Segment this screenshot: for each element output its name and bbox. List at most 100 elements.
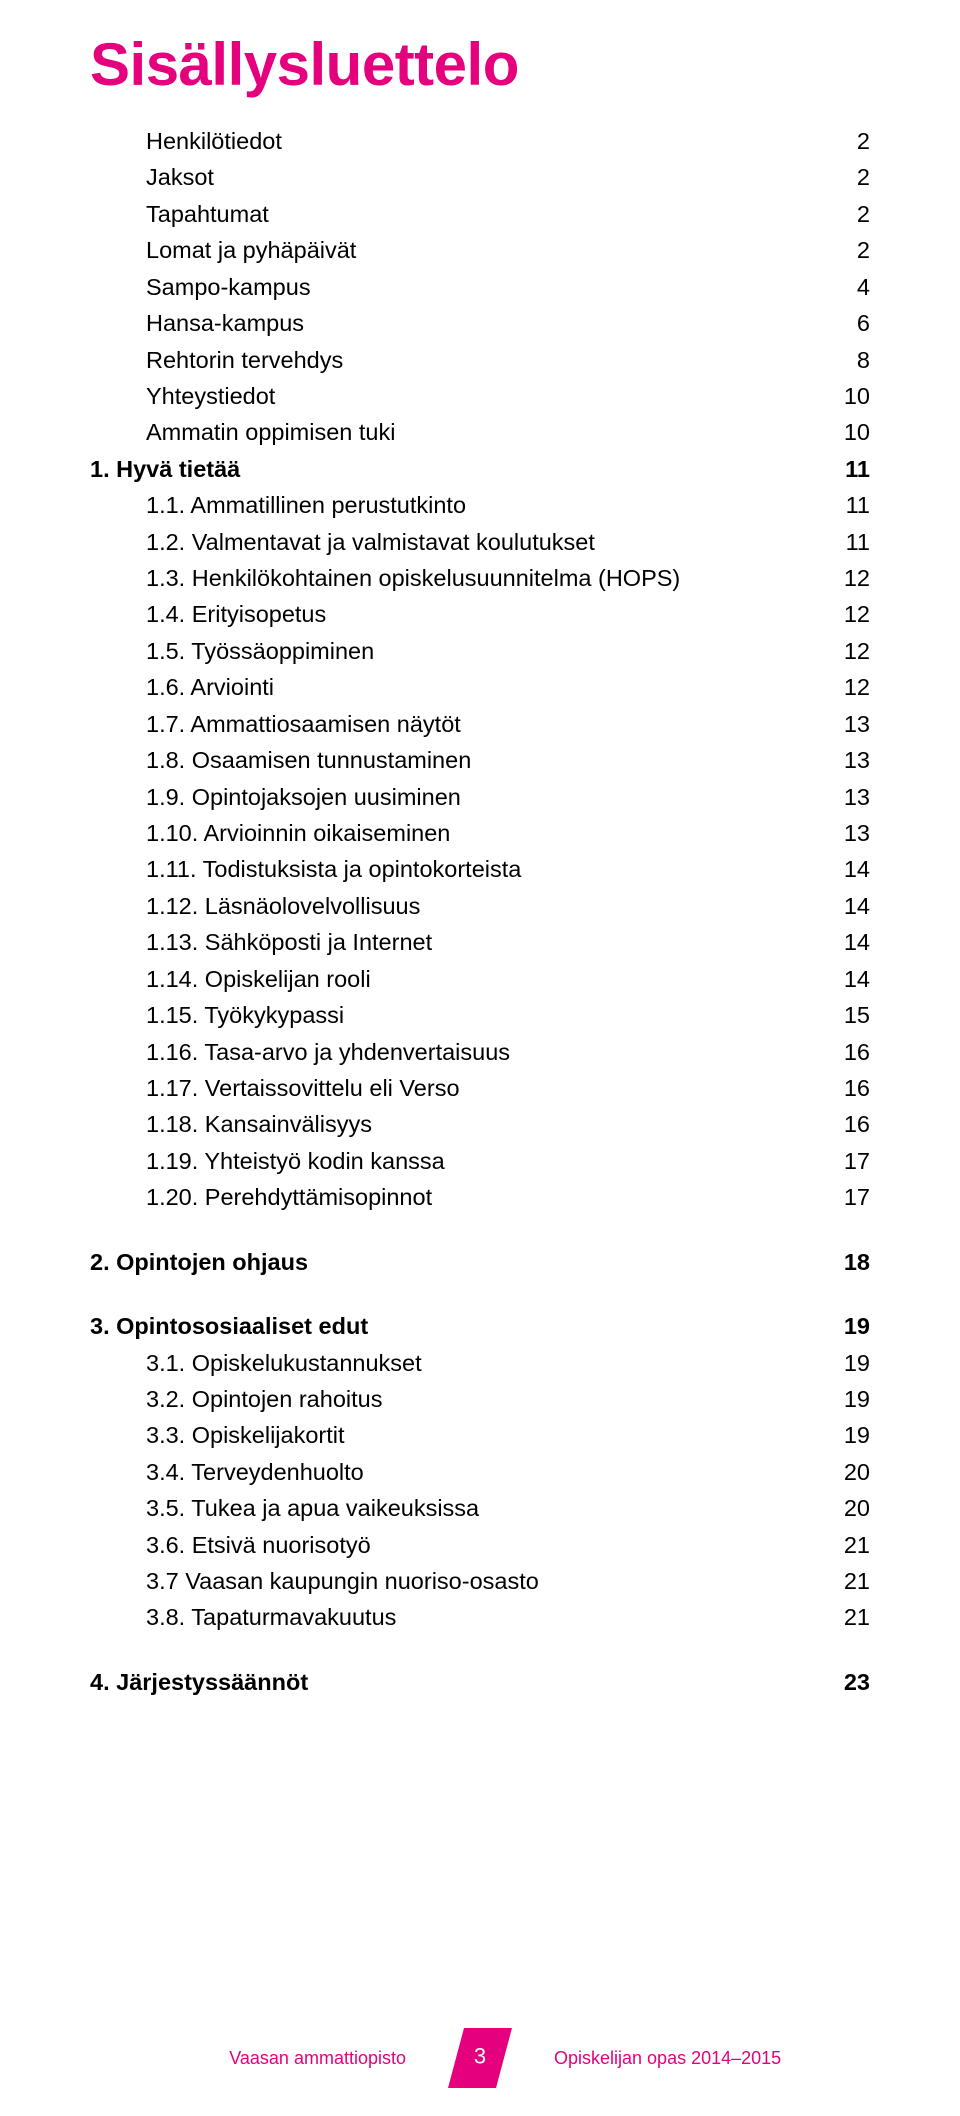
footer-page-badge: 3 [446, 2024, 514, 2092]
toc-label: 1.6. Arviointi [146, 669, 274, 705]
toc-entry: 3.1. Opiskelukustannukset 19 [90, 1345, 870, 1381]
toc-entry: 1.4. Erityisopetus12 [90, 596, 870, 632]
toc-entry: 1. Hyvä tietää11 [90, 451, 870, 487]
toc-label: 3.5. Tukea ja apua vaikeuksissa [146, 1490, 479, 1526]
toc-page-number: 19 [844, 1345, 870, 1381]
toc-label: 1.8. Osaamisen tunnustaminen [146, 742, 471, 778]
toc-label: 1.3. Henkilökohtainen opiskelusuunnitelm… [146, 560, 680, 596]
toc-page-number: 2 [857, 123, 870, 159]
toc-entry: 3.5. Tukea ja apua vaikeuksissa 20 [90, 1490, 870, 1526]
toc-entry: 1.2. Valmentavat ja valmistavat koulutuk… [90, 524, 870, 560]
toc-page-number: 13 [844, 815, 870, 851]
toc-gap [90, 1216, 870, 1244]
toc-label: Sampo-kampus [146, 269, 311, 305]
toc-label: 3.3. Opiskelijakortit [146, 1417, 345, 1453]
toc-page-number: 12 [844, 669, 870, 705]
toc-page-number: 8 [857, 342, 870, 378]
page-footer: Vaasan ammattiopisto 3 Opiskelijan opas … [0, 2024, 960, 2092]
toc-label: 1.7. Ammattiosaamisen näytöt [146, 706, 461, 742]
toc-page-number: 12 [844, 560, 870, 596]
toc-page-number: 21 [844, 1563, 870, 1599]
toc-entry: Lomat ja pyhäpäivät2 [90, 232, 870, 268]
toc-page-number: 20 [844, 1454, 870, 1490]
toc-entry: 1.16. Tasa-arvo ja yhdenvertaisuus16 [90, 1034, 870, 1070]
toc-entry: Tapahtumat2 [90, 196, 870, 232]
toc-page-number: 19 [844, 1308, 870, 1344]
page-title: Sisällysluettelo [90, 30, 870, 99]
toc-page-number: 6 [857, 305, 870, 341]
toc-label: 1.17. Vertaissovittelu eli Verso [146, 1070, 460, 1106]
toc-entry: 1.1. Ammatillinen perustutkinto11 [90, 487, 870, 523]
toc-label: 1.1. Ammatillinen perustutkinto [146, 487, 466, 523]
toc-page-number: 14 [844, 961, 870, 997]
toc-label: 3.7 Vaasan kaupungin nuoriso-osasto [146, 1563, 539, 1599]
toc-entry: Ammatin oppimisen tuki10 [90, 414, 870, 450]
table-of-contents: Henkilötiedot2Jaksot2Tapahtumat2Lomat ja… [90, 123, 870, 1700]
toc-entry: 1.6. Arviointi 12 [90, 669, 870, 705]
toc-page-number: 19 [844, 1381, 870, 1417]
toc-page-number: 15 [844, 997, 870, 1033]
toc-page-number: 17 [844, 1179, 870, 1215]
toc-page-number: 21 [844, 1527, 870, 1563]
toc-label: 3.2. Opintojen rahoitus [146, 1381, 382, 1417]
toc-entry: 1.20. Perehdyttämisopinnot 17 [90, 1179, 870, 1215]
toc-entry: 1.3. Henkilökohtainen opiskelusuunnitelm… [90, 560, 870, 596]
toc-entry: 1.18. Kansainvälisyys16 [90, 1106, 870, 1142]
toc-entry: 3.6. Etsivä nuorisotyö21 [90, 1527, 870, 1563]
toc-entry: 3.4. Terveydenhuolto 20 [90, 1454, 870, 1490]
toc-entry: 3.2. Opintojen rahoitus 19 [90, 1381, 870, 1417]
footer-right-text: Opiskelijan opas 2014–2015 [514, 2048, 814, 2069]
toc-page-number: 16 [844, 1070, 870, 1106]
toc-label: Ammatin oppimisen tuki [146, 414, 395, 450]
toc-page-number: 16 [844, 1106, 870, 1142]
toc-label: 1.15. Työkykypassi [146, 997, 344, 1033]
toc-page-number: 14 [844, 924, 870, 960]
toc-entry: 1.14. Opiskelijan rooli 14 [90, 961, 870, 997]
toc-entry: 1.11. Todistuksista ja opintokorteista14 [90, 851, 870, 887]
toc-label: 3.1. Opiskelukustannukset [146, 1345, 422, 1381]
toc-page-number: 4 [857, 269, 870, 305]
toc-label: 1.9. Opintojaksojen uusiminen [146, 779, 461, 815]
toc-entry: Rehtorin tervehdys8 [90, 342, 870, 378]
toc-entry: 1.17. Vertaissovittelu eli Verso 16 [90, 1070, 870, 1106]
toc-label: 1.10. Arvioinnin oikaiseminen [146, 815, 450, 851]
toc-label: 1.11. Todistuksista ja opintokorteista [146, 851, 521, 887]
toc-gap [90, 1636, 870, 1664]
toc-label: 1.5. Työssäoppiminen [146, 633, 374, 669]
toc-label: 1.20. Perehdyttämisopinnot [146, 1179, 432, 1215]
toc-entry: 1.15. Työkykypassi 15 [90, 997, 870, 1033]
toc-entry: 1.13. Sähköposti ja Internet14 [90, 924, 870, 960]
toc-entry: 3.8. Tapaturmavakuutus21 [90, 1599, 870, 1635]
toc-gap [90, 1280, 870, 1308]
toc-label: 3.4. Terveydenhuolto [146, 1454, 364, 1490]
toc-page-number: 19 [844, 1417, 870, 1453]
toc-label: 1.16. Tasa-arvo ja yhdenvertaisuus [146, 1034, 510, 1070]
toc-entry: 3.7 Vaasan kaupungin nuoriso-osasto 21 [90, 1563, 870, 1599]
toc-label: 3. Opintososiaaliset edut [90, 1308, 368, 1344]
toc-label: Yhteystiedot [146, 378, 275, 414]
toc-label: 2. Opintojen ohjaus [90, 1244, 308, 1280]
toc-entry: Hansa-kampus 6 [90, 305, 870, 341]
toc-label: 1.14. Opiskelijan rooli [146, 961, 371, 997]
toc-label: Hansa-kampus [146, 305, 304, 341]
toc-page-number: 14 [844, 888, 870, 924]
toc-label: Lomat ja pyhäpäivät [146, 232, 356, 268]
toc-label: 1.12. Läsnäolovelvollisuus [146, 888, 420, 924]
toc-entry: 1.10. Arvioinnin oikaiseminen 13 [90, 815, 870, 851]
toc-entry: 1.8. Osaamisen tunnustaminen13 [90, 742, 870, 778]
toc-label: 1. Hyvä tietää [90, 451, 240, 487]
toc-entry: 1.5. Työssäoppiminen12 [90, 633, 870, 669]
toc-label: 3.8. Tapaturmavakuutus [146, 1599, 396, 1635]
toc-entry: Yhteystiedot 10 [90, 378, 870, 414]
toc-page-number: 20 [844, 1490, 870, 1526]
toc-label: Tapahtumat [146, 196, 269, 232]
toc-label: 1.2. Valmentavat ja valmistavat koulutuk… [146, 524, 595, 560]
footer-page-number: 3 [474, 2044, 486, 2070]
toc-entry: Henkilötiedot2 [90, 123, 870, 159]
toc-label: 4. Järjestyssäännöt [90, 1664, 308, 1700]
toc-entry: 3. Opintososiaaliset edut 19 [90, 1308, 870, 1344]
toc-page-number: 23 [844, 1664, 870, 1700]
toc-entry: 2. Opintojen ohjaus18 [90, 1244, 870, 1280]
toc-entry: 4. Järjestyssäännöt 23 [90, 1664, 870, 1700]
toc-page-number: 10 [844, 378, 870, 414]
